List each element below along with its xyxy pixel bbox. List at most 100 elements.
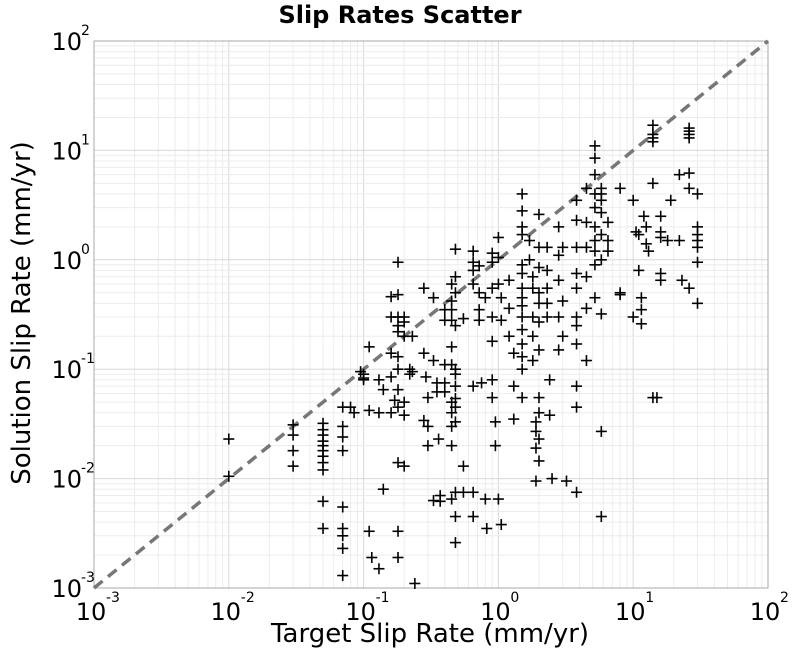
data-point	[467, 245, 479, 257]
data-point	[495, 519, 507, 531]
data-point	[422, 420, 434, 432]
data-point	[486, 374, 498, 386]
plot-frame	[93, 40, 769, 589]
data-point	[533, 455, 545, 467]
data-point	[479, 493, 491, 505]
data-point	[385, 291, 397, 303]
data-point	[392, 525, 404, 537]
data-point	[427, 355, 439, 367]
svg-text:10: 10	[51, 247, 82, 275]
data-point	[503, 302, 515, 314]
data-point	[655, 231, 667, 243]
data-point	[692, 188, 704, 200]
data-point	[571, 486, 583, 498]
data-point	[523, 254, 535, 266]
data-point	[527, 311, 539, 323]
data-point	[516, 363, 528, 375]
data-point	[363, 341, 375, 353]
data-point	[508, 413, 520, 425]
data-point	[589, 140, 601, 152]
svg-text:0: 0	[81, 242, 90, 258]
data-point	[363, 404, 375, 416]
data-point	[602, 235, 614, 247]
data-point	[533, 316, 545, 328]
data-point	[422, 392, 434, 404]
data-point	[665, 194, 677, 206]
svg-text:10: 10	[345, 598, 376, 626]
data-point	[651, 392, 663, 404]
data-point	[589, 235, 601, 247]
data-point	[481, 522, 493, 534]
data-point	[595, 425, 607, 437]
data-point	[392, 457, 404, 469]
data-point	[589, 169, 601, 181]
data-point	[560, 475, 572, 487]
data-point	[392, 401, 404, 413]
data-point	[366, 552, 378, 564]
y-axis-label: Solution Slip Rate (mm/yr)	[7, 141, 37, 485]
x-axis-label: Target Slip Rate (mm/yr)	[270, 619, 589, 649]
data-point	[287, 429, 299, 441]
data-point	[486, 392, 498, 404]
data-point	[589, 152, 601, 164]
data-point	[337, 570, 349, 582]
data-point	[516, 205, 528, 217]
data-point	[348, 407, 360, 419]
data-point	[557, 241, 569, 253]
data-point	[503, 274, 515, 286]
data-point	[377, 483, 389, 495]
svg-text:10: 10	[51, 466, 82, 494]
data-point	[404, 368, 416, 380]
data-point	[385, 407, 397, 419]
data-point	[580, 271, 592, 283]
data-point	[337, 445, 349, 457]
data-point	[446, 278, 458, 290]
data-point	[580, 241, 592, 253]
data-point	[492, 493, 504, 505]
data-point	[337, 530, 349, 542]
data-point	[516, 338, 528, 350]
data-point	[337, 420, 349, 432]
data-point	[392, 289, 404, 301]
svg-text:10: 10	[615, 598, 646, 626]
data-point	[337, 431, 349, 443]
data-point	[486, 335, 498, 347]
data-point	[406, 366, 418, 378]
data-point	[541, 311, 553, 323]
data-point	[541, 241, 553, 253]
data-point	[589, 245, 601, 257]
data-point	[449, 271, 461, 283]
data-point	[595, 254, 607, 266]
data-point	[449, 243, 461, 255]
data-point	[317, 464, 329, 476]
data-point	[398, 316, 410, 328]
data-point	[398, 460, 410, 472]
reference-line	[92, 39, 770, 590]
svg-text:-3: -3	[106, 590, 120, 606]
data-point	[516, 267, 528, 279]
data-point	[467, 264, 479, 276]
data-point	[527, 330, 539, 342]
data-point	[495, 314, 507, 326]
data-point	[389, 394, 401, 406]
data-point	[527, 282, 539, 294]
data-point	[449, 511, 461, 523]
data-point	[409, 577, 421, 589]
data-point	[503, 330, 515, 342]
data-point	[508, 347, 520, 359]
svg-text:10: 10	[51, 575, 82, 603]
data-point	[449, 287, 461, 299]
data-point	[640, 221, 652, 233]
data-point	[553, 249, 565, 261]
y-tick-label: 10 0	[51, 242, 89, 275]
data-point	[530, 425, 542, 437]
data-point	[571, 338, 583, 350]
data-point	[223, 470, 235, 482]
data-point	[385, 371, 397, 383]
chart-title: Slip Rates Scatter	[278, 1, 521, 29]
data-point	[337, 542, 349, 554]
data-point	[595, 308, 607, 320]
data-point	[655, 274, 667, 286]
svg-text:10: 10	[51, 28, 82, 56]
